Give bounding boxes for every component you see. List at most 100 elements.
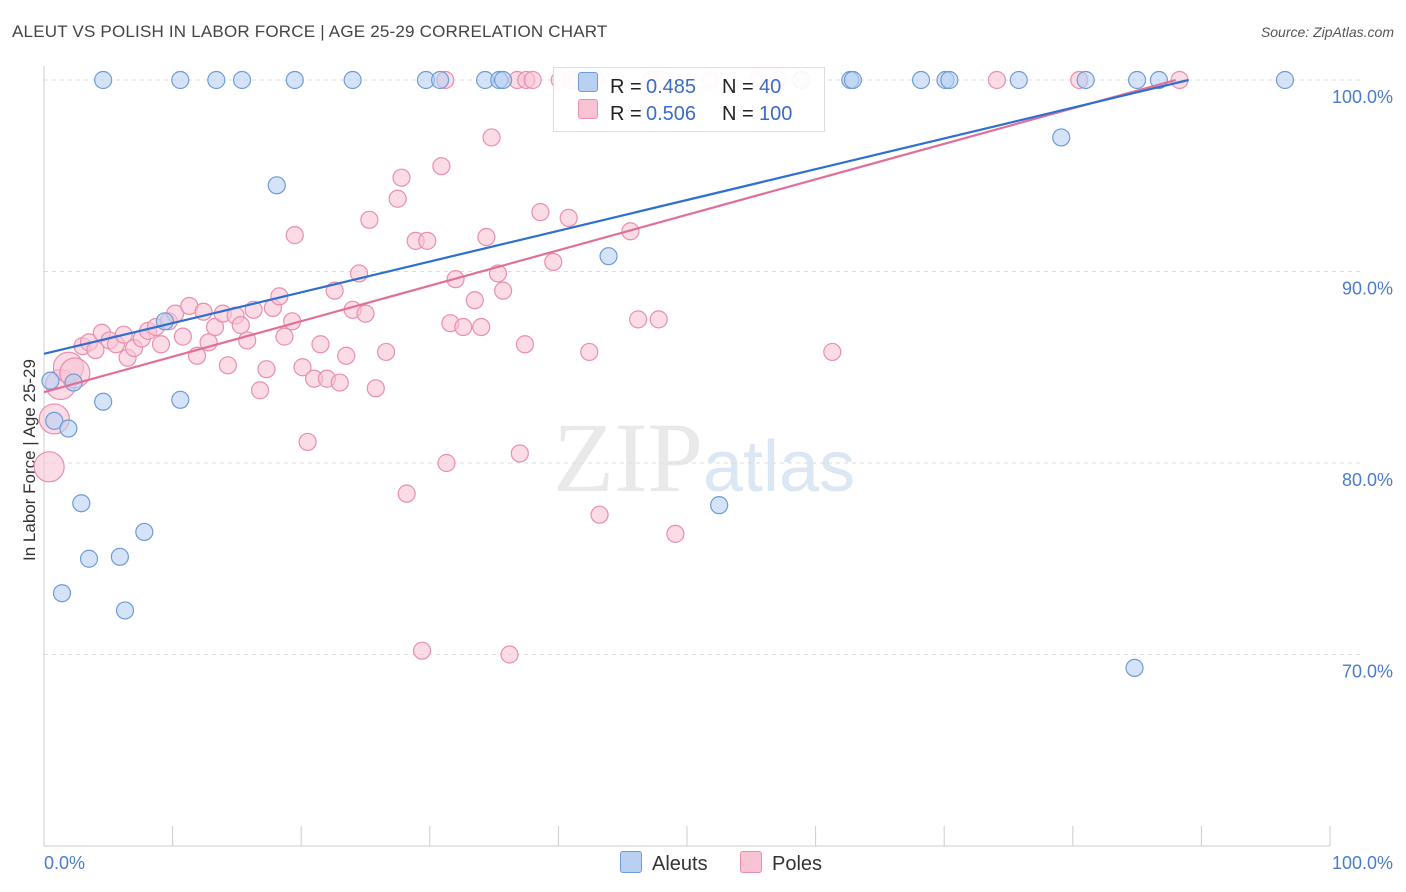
data-point-aleuts bbox=[1275, 70, 1295, 90]
y-tick-label: 80.0% bbox=[1342, 470, 1393, 490]
data-point-aleuts bbox=[911, 70, 931, 90]
data-point-poles bbox=[465, 291, 484, 310]
data-point-poles bbox=[823, 342, 842, 362]
y-tick-label: 100.0% bbox=[1332, 87, 1393, 107]
data-point-poles bbox=[590, 505, 609, 524]
legend-n-label: N = bbox=[722, 76, 754, 98]
data-point-aleuts bbox=[940, 70, 959, 90]
data-point-aleuts bbox=[710, 496, 729, 515]
watermark-zip: ZIP bbox=[553, 402, 703, 513]
data-point-poles bbox=[205, 317, 225, 337]
watermark: ZIPatlas bbox=[553, 400, 855, 515]
legend-r-value: 0.506 bbox=[646, 103, 697, 125]
aleuts-swatch bbox=[578, 72, 598, 92]
data-point-aleuts bbox=[232, 70, 252, 90]
data-point-aleuts bbox=[41, 371, 60, 390]
x-tick-label: 100.0% bbox=[1332, 853, 1393, 873]
data-point-poles bbox=[472, 317, 491, 337]
data-point-poles bbox=[454, 317, 473, 337]
data-point-poles bbox=[392, 168, 411, 187]
data-point-poles bbox=[257, 360, 276, 379]
legend-item-poles[interactable]: Poles bbox=[740, 851, 822, 877]
legend-r-label: R = bbox=[610, 103, 642, 125]
legend-label-poles: Poles bbox=[772, 853, 823, 875]
data-point-poles bbox=[366, 379, 385, 398]
x-tick-label: 0.0% bbox=[44, 853, 85, 873]
chart-title: ALEUT VS POLISH IN LABOR FORCE | AGE 25-… bbox=[12, 22, 608, 41]
data-point-poles bbox=[629, 310, 648, 329]
data-point-poles bbox=[510, 444, 529, 463]
legend-n-value: 40 bbox=[759, 76, 782, 98]
data-point-poles bbox=[580, 342, 599, 362]
y-tick-label: 70.0% bbox=[1342, 662, 1393, 682]
series-poles bbox=[33, 70, 1189, 664]
data-point-poles bbox=[412, 641, 432, 660]
data-point-poles bbox=[500, 645, 519, 664]
data-point-aleuts bbox=[599, 247, 618, 266]
watermark-atlas: atlas bbox=[703, 427, 856, 507]
data-point-poles bbox=[388, 189, 407, 208]
data-point-poles bbox=[298, 432, 317, 452]
data-point-poles bbox=[559, 208, 578, 227]
data-point-poles bbox=[376, 342, 396, 362]
legend-n-label: N = bbox=[722, 103, 754, 125]
data-point-aleuts bbox=[59, 419, 78, 438]
data-point-poles bbox=[987, 70, 1007, 90]
data-point-poles bbox=[33, 451, 65, 483]
data-point-poles bbox=[515, 335, 535, 354]
data-point-aleuts bbox=[1125, 658, 1144, 678]
data-point-poles bbox=[360, 210, 379, 229]
legend-r-value: 0.485 bbox=[646, 76, 697, 98]
data-point-aleuts bbox=[52, 584, 72, 603]
y-tick-label: 90.0% bbox=[1342, 279, 1393, 299]
data-point-aleuts bbox=[94, 70, 113, 90]
legend-item-aleuts[interactable]: Aleuts bbox=[620, 851, 708, 877]
data-point-poles bbox=[432, 157, 451, 176]
data-point-poles bbox=[356, 304, 375, 323]
correlation-legend: R = 0.485 N = 40 R = 0.506 N = 100 bbox=[553, 67, 825, 132]
trend-lines bbox=[43, 78, 1189, 394]
data-point-aleuts bbox=[72, 494, 91, 513]
data-point-aleuts bbox=[110, 547, 129, 566]
data-point-poles bbox=[418, 231, 437, 250]
data-point-aleuts bbox=[171, 70, 190, 90]
data-point-aleuts bbox=[267, 176, 286, 195]
data-point-aleuts bbox=[94, 392, 113, 411]
data-point-poles bbox=[523, 70, 542, 90]
legend-label-aleuts: Aleuts bbox=[652, 853, 708, 875]
legend-n-value: 100 bbox=[759, 103, 793, 125]
data-point-poles bbox=[477, 227, 496, 247]
data-point-aleuts bbox=[135, 522, 154, 542]
data-point-aleuts bbox=[79, 549, 99, 568]
axes bbox=[43, 66, 1331, 847]
source-credit: Source: ZipAtlas.com bbox=[1260, 24, 1394, 40]
data-point-aleuts bbox=[494, 70, 513, 90]
data-point-aleuts bbox=[115, 601, 135, 620]
data-point-aleuts bbox=[843, 70, 862, 90]
data-point-poles bbox=[544, 252, 563, 272]
data-point-poles bbox=[649, 310, 668, 329]
data-point-aleuts bbox=[1009, 70, 1028, 90]
data-point-poles bbox=[482, 128, 501, 147]
data-point-aleuts bbox=[45, 411, 64, 430]
data-point-poles bbox=[293, 358, 312, 377]
data-point-poles bbox=[337, 346, 356, 365]
series-aleuts bbox=[41, 70, 1295, 678]
data-point-poles bbox=[250, 381, 270, 400]
data-point-poles bbox=[151, 335, 171, 354]
data-point-poles bbox=[285, 226, 304, 245]
data-point-aleuts bbox=[430, 70, 450, 90]
data-point-aleuts bbox=[1127, 70, 1147, 90]
data-point-aleuts bbox=[343, 70, 362, 90]
grid-lines bbox=[44, 79, 1360, 655]
data-point-poles bbox=[531, 203, 550, 222]
data-point-poles bbox=[397, 484, 416, 503]
data-point-poles bbox=[330, 373, 349, 392]
poles-swatch bbox=[740, 851, 762, 873]
data-point-aleuts bbox=[285, 70, 304, 90]
data-point-poles bbox=[218, 356, 237, 375]
trend-line-aleuts bbox=[43, 78, 1189, 355]
data-point-poles bbox=[173, 327, 192, 346]
legend-r-label: R = bbox=[610, 76, 642, 98]
